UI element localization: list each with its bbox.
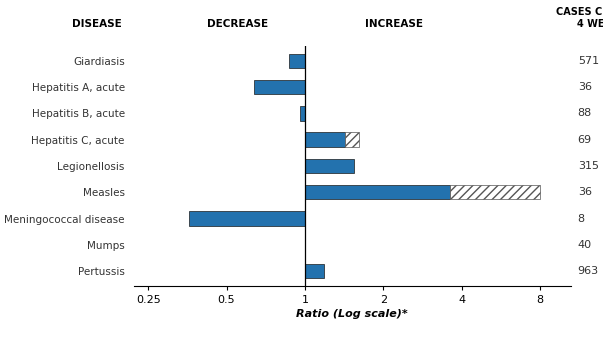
Bar: [289, 53, 305, 68]
Bar: [254, 80, 305, 94]
Text: INCREASE: INCREASE: [365, 19, 423, 29]
Bar: [189, 211, 305, 226]
Text: 40: 40: [578, 240, 592, 250]
Bar: [344, 132, 359, 147]
Bar: [305, 264, 324, 278]
Bar: [300, 106, 305, 120]
X-axis label: Ratio (Log scale)*: Ratio (Log scale)*: [296, 309, 408, 319]
Bar: [305, 132, 344, 147]
Bar: [305, 185, 450, 199]
Bar: [450, 185, 540, 199]
Text: 963: 963: [578, 266, 599, 276]
Text: 571: 571: [578, 56, 599, 66]
Bar: [305, 159, 355, 173]
Text: 36: 36: [578, 187, 592, 197]
Text: CASES CURRENT
4 WEEKS: CASES CURRENT 4 WEEKS: [555, 7, 603, 29]
Text: 69: 69: [578, 135, 592, 145]
Text: DISEASE: DISEASE: [72, 19, 122, 29]
Text: 88: 88: [578, 108, 592, 118]
Text: 8: 8: [578, 213, 585, 224]
Text: 315: 315: [578, 161, 599, 171]
Text: 36: 36: [578, 82, 592, 92]
Text: DECREASE: DECREASE: [207, 19, 268, 29]
